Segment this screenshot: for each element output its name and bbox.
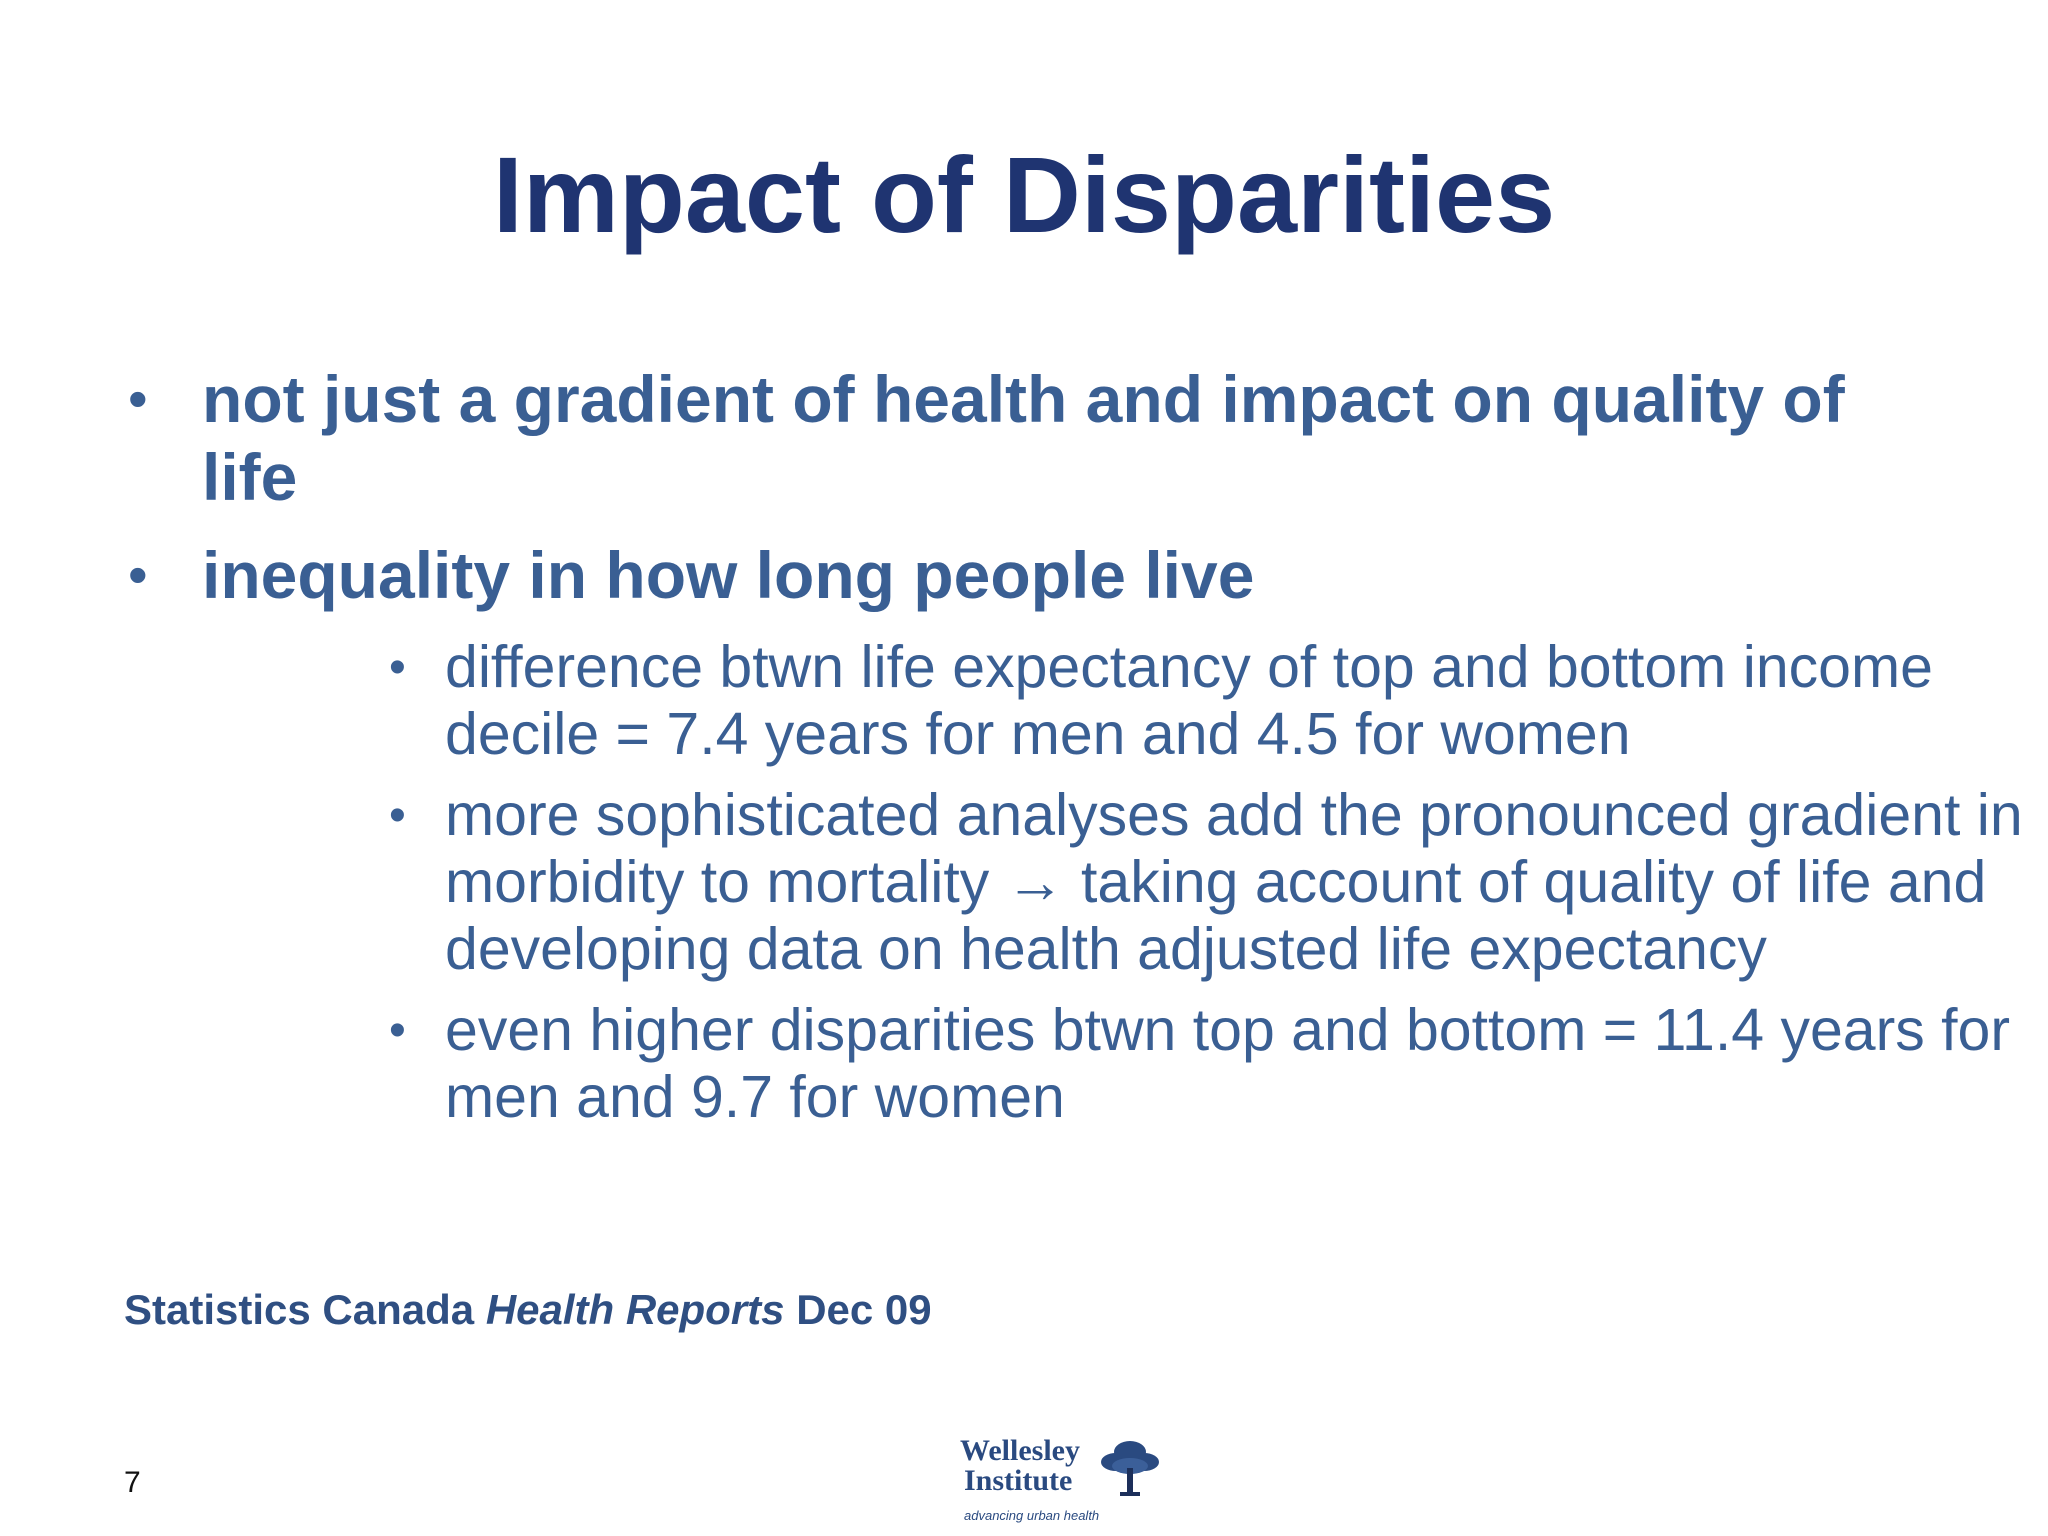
bullet-icon: • <box>389 641 406 694</box>
page-number: 7 <box>124 1466 141 1499</box>
logo-tagline: advancing urban health <box>964 1508 1100 1523</box>
source-prefix: Statistics Canada <box>124 1286 486 1333</box>
bullet-text: not just a gradient of health and impact… <box>202 362 1845 514</box>
bullet-icon: • <box>389 789 406 842</box>
bullet-icon: • <box>128 367 148 430</box>
source-publication: Health Reports <box>485 1286 785 1333</box>
sub-bullet-text: even higher disparities btwn top and bot… <box>445 997 2010 1130</box>
wellesley-logo: Wellesley Institute advancing urban heal… <box>960 1436 1170 1526</box>
bullet-item: • not just a gradient of health and impa… <box>120 360 1920 516</box>
slide-content: • not just a gradient of health and impa… <box>120 360 2023 1145</box>
logo-line-1: Wellesley <box>960 1434 1080 1467</box>
sub-bullet-item: • more sophisticated analyses add the pr… <box>383 782 2045 983</box>
bullet-icon: • <box>389 1004 406 1057</box>
sub-bullet-text: difference btwn life expectancy of top a… <box>445 634 1933 767</box>
logo-line-2: Institute <box>964 1464 1073 1497</box>
bullet-item: • inequality in how long people live <box>120 536 1920 614</box>
tree-icon <box>1101 1441 1159 1496</box>
logo-wordmark: Wellesley Institute <box>960 1436 1080 1496</box>
bullet-text: inequality in how long people live <box>202 538 1255 612</box>
sub-bullet-text: more sophisticated analyses add the pron… <box>445 782 2023 982</box>
sub-bullet-item: • even higher disparities btwn top and b… <box>383 997 2045 1131</box>
slide-title: Impact of Disparities <box>492 134 1556 255</box>
source-suffix: Dec 09 <box>784 1286 932 1333</box>
sub-bullet-item: • difference btwn life expectancy of top… <box>383 634 2045 768</box>
bullet-icon: • <box>128 543 148 606</box>
source-citation: Statistics Canada Health Reports Dec 09 <box>124 1286 932 1334</box>
